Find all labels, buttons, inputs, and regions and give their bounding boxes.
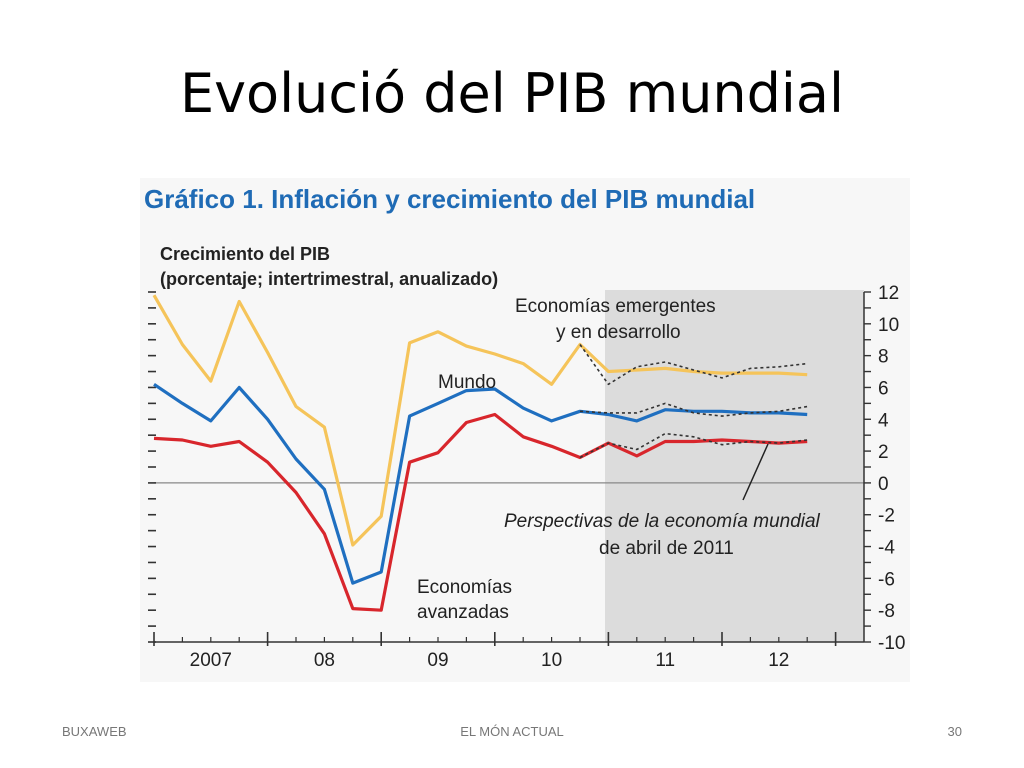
- annotation-weo-line2: de abril de 2011: [599, 538, 734, 559]
- y-tick-label: -8: [878, 601, 895, 622]
- annotation-emerging-line1: Economías emergentes: [515, 296, 716, 317]
- x-tick-label: 08: [314, 650, 335, 671]
- y-tick-label: 2: [878, 442, 889, 463]
- y-tick-label: 0: [878, 474, 889, 495]
- footer-center: EL MÓN ACTUAL: [460, 724, 564, 739]
- y-tick-label: -10: [878, 633, 905, 654]
- series-line-weo-world: [579, 402, 808, 417]
- chart-title: Gráfico 1. Inflación y crecimiento del P…: [144, 184, 755, 214]
- y-tick-label: 4: [878, 410, 889, 431]
- annotation-emerging-line2: y en desarrollo: [556, 322, 681, 343]
- x-tick-label: 11: [655, 650, 675, 671]
- x-tick-label: 10: [541, 650, 562, 671]
- annotation-advanced-line1: Economías: [417, 577, 512, 598]
- series-line-weo-advanced: [579, 432, 808, 459]
- y-tick-label: 12: [878, 283, 899, 304]
- projection-shade: [604, 290, 864, 642]
- gdp-chart: Gráfico 1. Inflación y crecimiento del P…: [144, 184, 905, 671]
- annotation-world: Mundo: [438, 372, 496, 393]
- series-line-weo-emerging: [579, 344, 808, 386]
- x-tick-label: 09: [427, 650, 448, 671]
- annotation-weo-line1: Perspectivas de la economía mundial: [504, 511, 821, 532]
- slide-title: Evolució del PIB mundial: [179, 62, 845, 125]
- footer-left: BUXAWEB: [62, 724, 127, 739]
- series-line-world: [153, 382, 808, 585]
- y-tick-label: -2: [878, 506, 895, 527]
- x-tick-label: 12: [768, 650, 789, 671]
- series-line-advanced: [153, 412, 808, 612]
- y-axis-label-line2: (porcentaje; intertrimestral, anualizado…: [160, 269, 498, 289]
- y-axis-label-line1: Crecimiento del PIB: [160, 244, 330, 264]
- y-tick-label: -6: [878, 569, 895, 590]
- footer-right: 30: [947, 724, 962, 739]
- annotation-advanced-line2: avanzadas: [417, 602, 509, 623]
- annotation-weo-pointer: [742, 443, 769, 501]
- y-tick-label: 6: [878, 378, 889, 399]
- x-tick-label: 2007: [190, 650, 232, 671]
- chart-panel: Gráfico 1. Inflación y crecimiento del P…: [140, 178, 910, 682]
- y-tick-label: 8: [878, 347, 889, 368]
- y-tick-label: 10: [878, 315, 899, 336]
- y-tick-label: -4: [878, 538, 895, 559]
